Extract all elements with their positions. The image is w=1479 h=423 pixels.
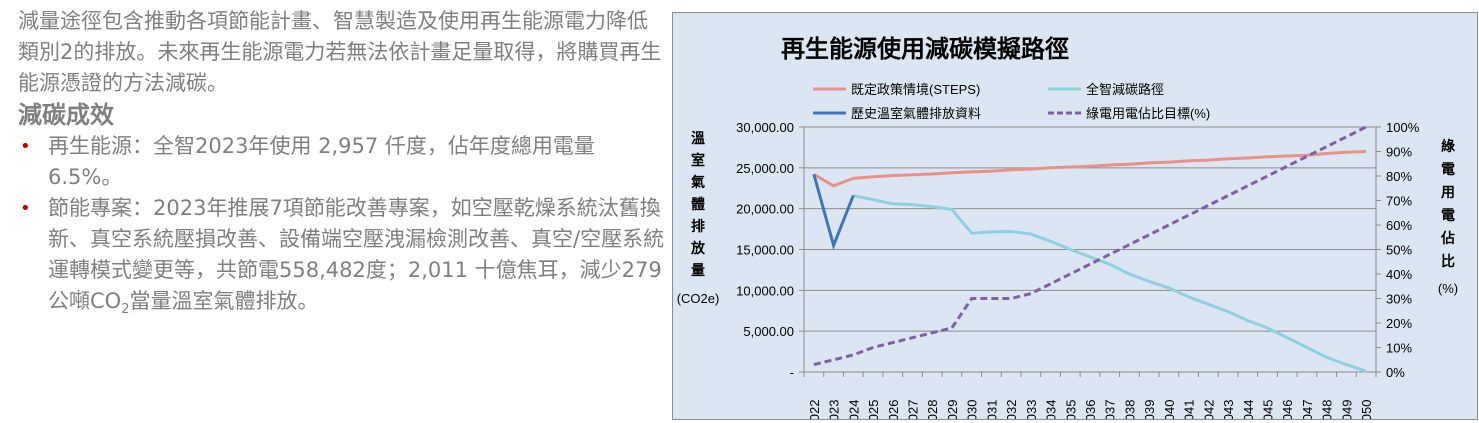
x-tick-label: 2041 — [1182, 400, 1197, 419]
y-tick-label: 20,000.00 — [736, 202, 794, 217]
y-label-char: 量 — [691, 262, 705, 278]
x-tick-label: 2043 — [1221, 400, 1236, 419]
y-right-tick-label: 20% — [1386, 316, 1412, 331]
x-tick-label: 2032 — [1004, 400, 1019, 419]
y-right-label-char: 比 — [1441, 253, 1455, 269]
y-right-tick-label: 40% — [1386, 267, 1412, 282]
bullet-list: • 再生能源：全智2023年使用 2,957 仟度，佔年度總用電量6.5%。 • 節… — [18, 131, 668, 325]
y-right-tick-label: 30% — [1386, 292, 1412, 307]
x-tick-label: 2022 — [807, 400, 822, 419]
y-right-label-char: 佔 — [1440, 230, 1455, 246]
x-tick-label: 2047 — [1300, 400, 1315, 419]
y-right-tick-label: 10% — [1386, 341, 1412, 356]
y-right-tick-label: 100% — [1386, 120, 1420, 135]
series-line — [813, 125, 1367, 367]
x-tick-label: 2049 — [1339, 400, 1354, 419]
x-tick-label: 2023 — [827, 400, 842, 419]
y-axis-right-label: 綠電用電佔比(%) — [1438, 138, 1458, 296]
y-right-label-char: 電 — [1441, 161, 1455, 177]
axes: - 5,000.00 10,000.00 15,000.00 20,000.00 25,0… — [736, 120, 1420, 423]
y-right-label-unit: (%) — [1438, 281, 1458, 296]
y-tick-label: 15,000.00 — [736, 243, 794, 258]
y-right-tick-label: 60% — [1386, 218, 1412, 233]
y-label-char: 放 — [690, 240, 706, 256]
x-tick-label: 2031 — [984, 400, 999, 419]
y-tick-label: 30,000.00 — [736, 120, 794, 135]
y-right-tick-label: 70% — [1386, 194, 1412, 209]
y-right-tick-label: 80% — [1386, 169, 1412, 184]
x-tick-label: 2045 — [1261, 400, 1276, 419]
legend-label: 既定政策情境(STEPS) — [851, 82, 980, 97]
chart-container: 再生能源使用減碳模擬路徑 既定政策情境(STEPS) 全智減碳路徑歷史溫室氣體排放… — [672, 12, 1478, 423]
x-tick-label: 2025 — [866, 400, 881, 419]
y-label-char: 體 — [691, 196, 705, 212]
legend-label: 綠電用電佔比目標(%) — [1086, 106, 1210, 121]
bullet-icon: • — [20, 198, 31, 219]
y-label-char: 排 — [691, 218, 705, 234]
series-line — [812, 173, 855, 251]
series-lines — [812, 125, 1367, 373]
y-label-char: 氣 — [691, 174, 705, 190]
y-tick-label: 10,000.00 — [736, 283, 794, 298]
x-tick-label: 2048 — [1320, 400, 1335, 419]
bullet-text-end: 當量溫室氣體排放。 — [129, 289, 319, 313]
x-tick-label: 2038 — [1122, 400, 1137, 419]
y-tick-label: 25,000.00 — [736, 161, 794, 176]
x-tick-label: 2027 — [905, 400, 920, 419]
y-label-char: 溫 — [691, 130, 705, 146]
x-tick-label: 2033 — [1024, 400, 1039, 419]
section-heading: 減碳成效 — [18, 101, 114, 129]
series-line — [813, 150, 1367, 188]
text-panel: 減量途徑包含推動各項節能計畫、智慧製造及使用再生能源電力降低類別2的排放。未來再… — [18, 6, 668, 325]
y-right-label-char: 電 — [1441, 207, 1455, 223]
subscript: 2 — [121, 302, 130, 318]
x-tick-label: 2044 — [1241, 400, 1256, 419]
y-right-label-char: 用 — [1441, 184, 1455, 200]
x-tick-label: 2050 — [1359, 400, 1374, 419]
bullet-energy-saving: • 節能專案：2023年推展7項節能改善專案，如空壓乾燥系統汰舊換新、真空系統壓損… — [18, 193, 668, 325]
gridlines — [804, 126, 1376, 332]
x-tick-label: 2024 — [846, 400, 861, 419]
y-tick-label: - — [790, 365, 794, 380]
x-tick-label: 2046 — [1280, 400, 1295, 419]
bullet-text: 節能專案：2023年推展7項節能改善專案，如空壓乾燥系統汰舊換新、真空系統壓損改… — [48, 196, 665, 313]
legend-label: 歷史溫室氣體排放資料 — [851, 106, 981, 121]
chart-title: 再生能源使用減碳模擬路徑 — [781, 35, 1069, 63]
y-tick-label: 5,000.00 — [743, 324, 794, 339]
series-line — [852, 194, 1367, 373]
x-tick-label: 2039 — [1142, 400, 1157, 419]
y-label-char: 室 — [691, 152, 705, 168]
x-tick-label: 2030 — [965, 400, 980, 419]
intro-paragraph: 減量途徑包含推動各項節能計畫、智慧製造及使用再生能源電力降低類別2的排放。未來再… — [18, 9, 662, 95]
bullet-text: 再生能源：全智2023年使用 2,957 仟度，佔年度總用電量6.5%。 — [48, 134, 595, 189]
x-tick-label: 2040 — [1162, 400, 1177, 419]
y-right-tick-label: 90% — [1386, 145, 1412, 160]
x-tick-label: 2034 — [1044, 400, 1059, 419]
y-label-unit: (CO2e) — [677, 291, 720, 306]
y-right-label-char: 綠 — [1441, 138, 1456, 154]
bullet-renewable: • 再生能源：全智2023年使用 2,957 仟度，佔年度總用電量6.5%。 — [18, 131, 668, 193]
bullet-icon: • — [20, 136, 31, 157]
x-tick-label: 2026 — [886, 400, 901, 419]
x-tick-label: 2035 — [1063, 400, 1078, 419]
x-tick-label: 2028 — [925, 400, 940, 419]
y-right-tick-label: 0% — [1386, 365, 1405, 380]
legend-label: 全智減碳路徑 — [1086, 82, 1164, 97]
chart-svg: 再生能源使用減碳模擬路徑 既定政策情境(STEPS) 全智減碳路徑歷史溫室氣體排放… — [677, 35, 1458, 423]
x-tick-label: 2029 — [945, 400, 960, 419]
x-tick-label: 2036 — [1083, 400, 1098, 419]
x-tick-label: 2037 — [1103, 400, 1118, 419]
x-tick-label: 2042 — [1201, 400, 1216, 419]
y-right-tick-label: 50% — [1386, 243, 1412, 258]
